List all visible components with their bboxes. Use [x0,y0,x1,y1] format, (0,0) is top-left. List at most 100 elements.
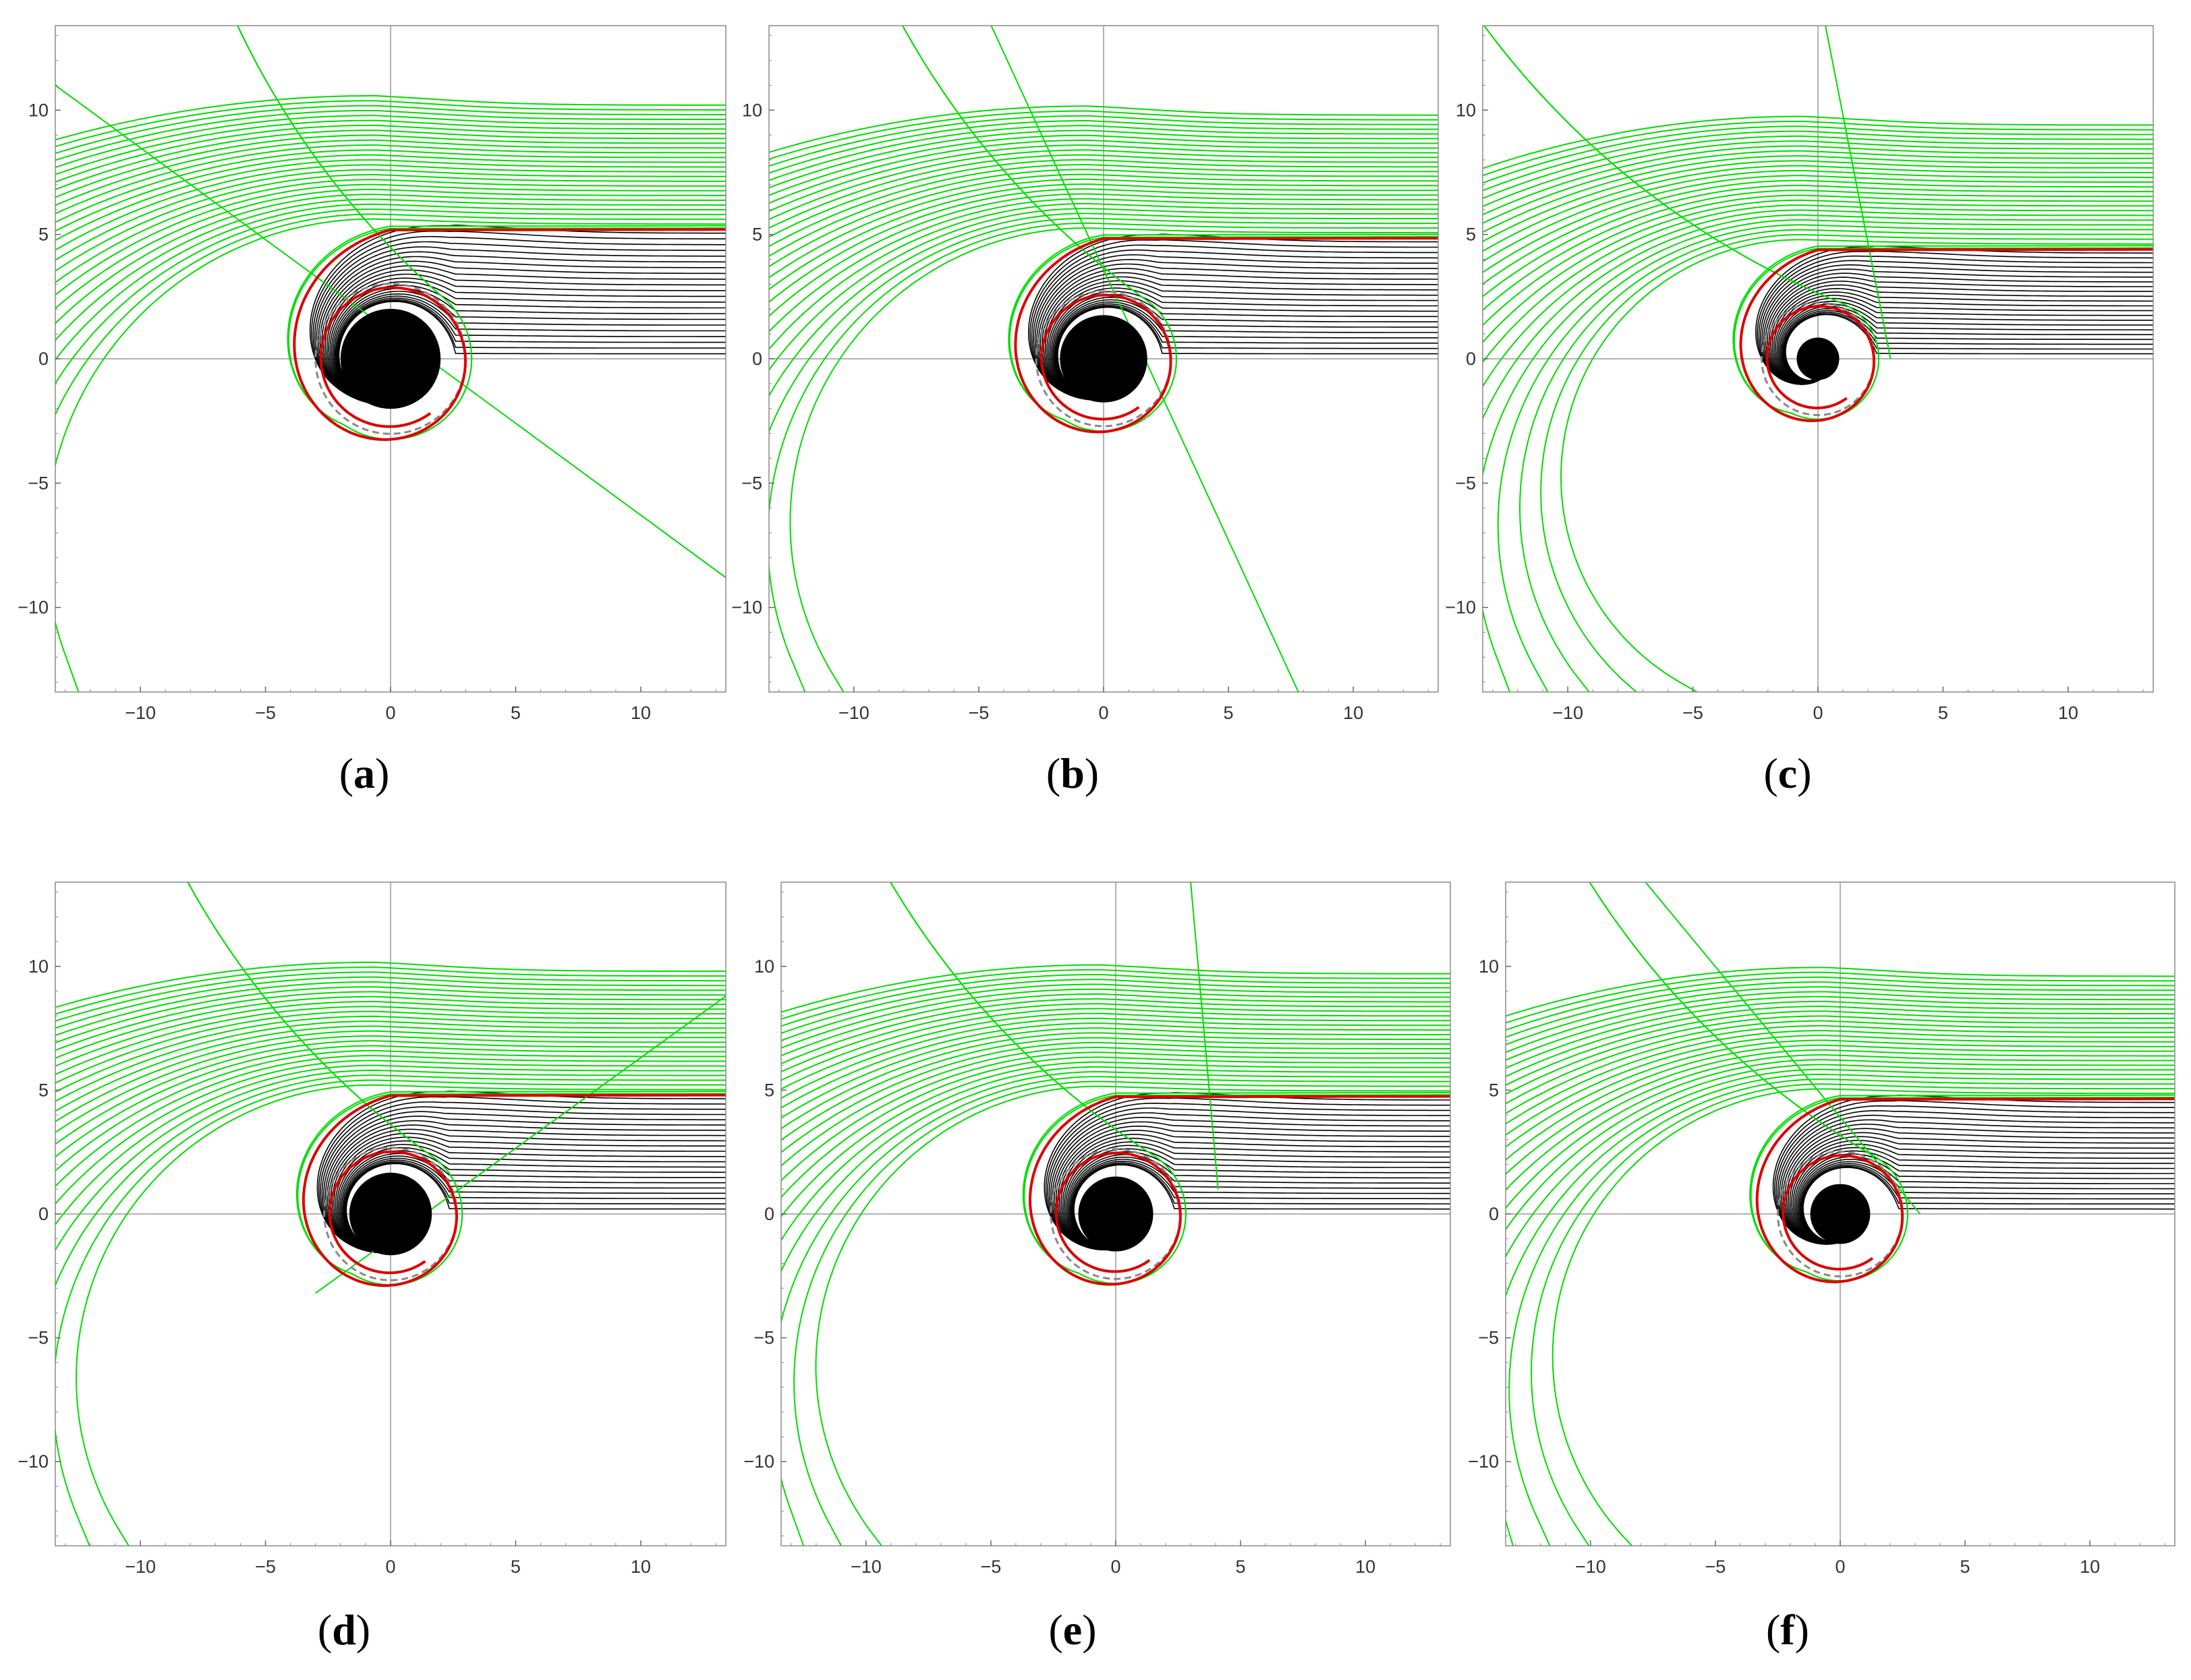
captured-ray [1062,1141,1450,1250]
scattered-ray [769,105,1438,153]
y-tick-label: 10 [28,956,49,977]
scattered-ray [1506,1068,2175,1258]
captured-ray [1036,259,1438,400]
captured-ray [1768,281,2153,385]
scattered-ray [769,158,1438,238]
captured-ray [1784,1128,2175,1245]
x-tick-label: −10 [851,1557,882,1577]
captured-ray [1045,280,1438,401]
y-tick-label: 5 [1466,225,1476,245]
captured-ray [1776,297,2153,384]
x-tick-label: 5 [511,1557,521,1577]
scattered-ray [55,1020,726,1103]
scattered-ray [781,1066,1450,1242]
scattered-ray [1483,150,2153,225]
panel-caption: (d) [318,1606,370,1654]
critical-orbit [302,1093,726,1287]
captured-ray [1788,1136,2175,1245]
scattered-ray [769,149,1438,221]
wrapping-ray [901,26,1438,432]
scattered-ray [55,1030,726,1122]
scattered-ray [1483,115,2153,169]
captured-ray [326,1120,726,1253]
scattered-ray [55,179,726,284]
captured-ray [1070,1159,1450,1250]
scattered-ray [55,1055,726,1188]
scattered-ray [55,1035,726,1134]
scattered-ray [55,188,726,310]
scattered-ray [1506,1010,2175,1087]
captured-ray [342,1155,726,1253]
y-tick-label: 0 [1466,349,1476,369]
wrapping-ray [187,882,726,1286]
scattered-ray [55,134,726,198]
scattered-ray [1506,1054,2175,1191]
captured-ray [1054,1121,1450,1250]
scattered-ray [1483,219,2153,692]
y-tick-label: 0 [752,349,762,369]
scattered-ray [55,129,726,191]
scattered-ray [781,1071,1450,1273]
scattered-ray [769,115,1438,167]
scattered-ray [1483,160,2153,243]
wrapping-ray [187,882,726,1286]
scattered-ray [55,981,726,1037]
scattered-ray [781,1061,1450,1218]
scattered-ray [769,110,1438,160]
event-horizon [1796,337,1840,380]
scattered-ray [1506,976,2175,1031]
scattered-ray [1506,1015,2175,1095]
scattered-ray [55,110,726,161]
critical-orbit [293,228,726,441]
scattered-ray [1560,239,2153,692]
captured-ray [1789,1140,2175,1245]
y-tick-label: −5 [1455,473,1476,493]
captured-ray [1052,296,1438,401]
y-tick-label: −5 [1478,1328,1499,1348]
wrapping-ray [237,26,726,440]
scattered-ray [1506,966,2175,1017]
scattered-ray [1483,145,2153,216]
scattered-ray [55,174,726,272]
captured-ray [338,1147,726,1254]
captured-ray [1049,291,1438,401]
y-tick-label: 10 [1479,956,1499,977]
panel-d: −10 −5 0 5 10 −10 −5 0 5 10 (d) [18,881,727,1654]
scattered-ray [1506,1020,2175,1105]
scattered-ray [1506,991,2175,1053]
scattered-ray [769,129,1438,189]
scattered-ray [1483,209,2153,388]
captured-ray [1072,1162,1450,1250]
captured-ray [329,281,726,405]
captured-ray [336,295,726,405]
scattered-ray [781,1037,1450,1141]
panel-caption: (b) [1046,749,1099,797]
scattered-ray [1483,135,2153,200]
scattered-ray [769,134,1438,196]
captured-ray [314,241,726,401]
captured-ray [1037,263,1438,400]
scattered-ray [1506,1044,2175,1161]
captured-ray [328,1124,726,1253]
scattered-ray [76,1084,726,1546]
x-tick-label: 10 [631,703,651,723]
scattered-ray [815,1085,1450,1546]
panel-caption: (a) [339,749,390,797]
scattered-ray [55,986,726,1044]
scattered-ray [1506,995,2175,1061]
y-tick-label: −5 [28,473,49,493]
captured-ray [1050,1112,1450,1250]
captured-ray [1056,305,1438,400]
event-horizon [1060,315,1147,403]
y-tick-label: −10 [743,1451,774,1472]
x-tick-label: 10 [631,1557,651,1577]
captured-ray [331,1132,726,1253]
scattered-ray [1483,204,2153,364]
scattered-ray [1506,971,2175,1024]
scattered-ray [781,1027,1450,1119]
captured-ray [1054,301,1438,401]
critical-orbit [1739,248,2153,422]
captured-ray [1797,1156,2175,1244]
captured-ray [1794,1150,2175,1244]
scattered-ray [55,194,726,324]
